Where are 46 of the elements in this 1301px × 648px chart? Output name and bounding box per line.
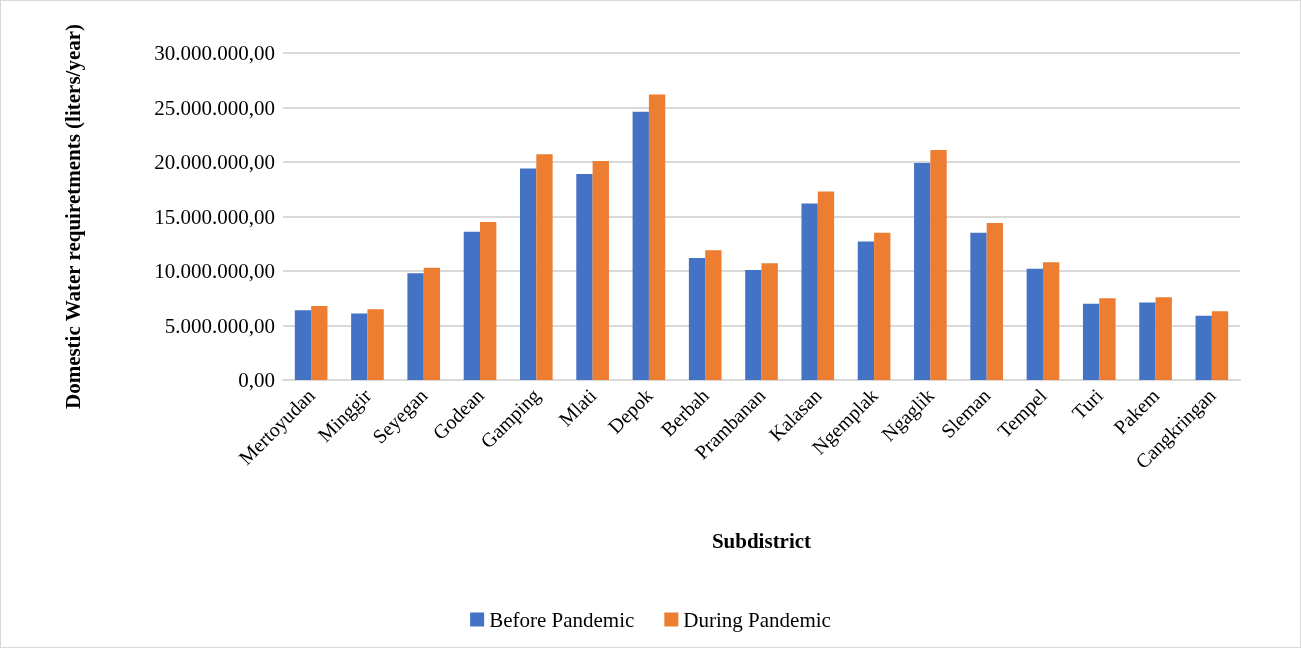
bar (311, 305, 328, 380)
bar (1082, 303, 1100, 380)
y-tick-label: 20.000.000,00 (154, 150, 275, 174)
y-tick-label: 10.000.000,00 (154, 259, 275, 283)
bar (480, 221, 497, 380)
bar (761, 263, 778, 380)
bar (294, 310, 312, 380)
bar (592, 160, 609, 380)
y-tick-label: 15.000.000,00 (154, 204, 275, 229)
bar (1211, 311, 1229, 380)
bar (632, 111, 649, 380)
bar (1042, 262, 1060, 380)
bar (1155, 297, 1172, 380)
bar (351, 313, 368, 380)
y-tick-label: 30.000.000,00 (154, 41, 275, 65)
bar (801, 203, 818, 380)
bar (705, 250, 722, 380)
bar (914, 163, 931, 380)
bar (1026, 268, 1043, 380)
bar (1139, 302, 1156, 380)
bar (970, 232, 987, 380)
bar (857, 241, 875, 380)
bar (1099, 298, 1116, 380)
legend-label: During Pandemic (683, 607, 831, 632)
bar (648, 94, 666, 380)
bar (745, 269, 762, 380)
bar (986, 223, 1003, 380)
y-tick-label: 25.000.000,00 (154, 95, 275, 120)
legend-label: Before Pandemic (489, 607, 635, 632)
y-tick-label: 0,00 (238, 368, 275, 392)
y-axis-title: Domestic Water requiretments (liters/year) (60, 23, 85, 410)
bar (536, 154, 553, 380)
bar (817, 191, 835, 380)
bar (930, 150, 947, 380)
bar (520, 168, 537, 380)
x-tick-label: Turi (1067, 383, 1108, 424)
bar (688, 257, 706, 380)
y-tick-label: 5.000.000,00 (164, 313, 275, 338)
bar (874, 232, 891, 380)
bar (407, 273, 424, 380)
bar (463, 231, 481, 380)
bar (576, 173, 593, 380)
x-axis-title: Subdistrict (711, 528, 812, 553)
bar (1195, 315, 1212, 380)
bar (367, 309, 384, 380)
bar (423, 267, 441, 380)
